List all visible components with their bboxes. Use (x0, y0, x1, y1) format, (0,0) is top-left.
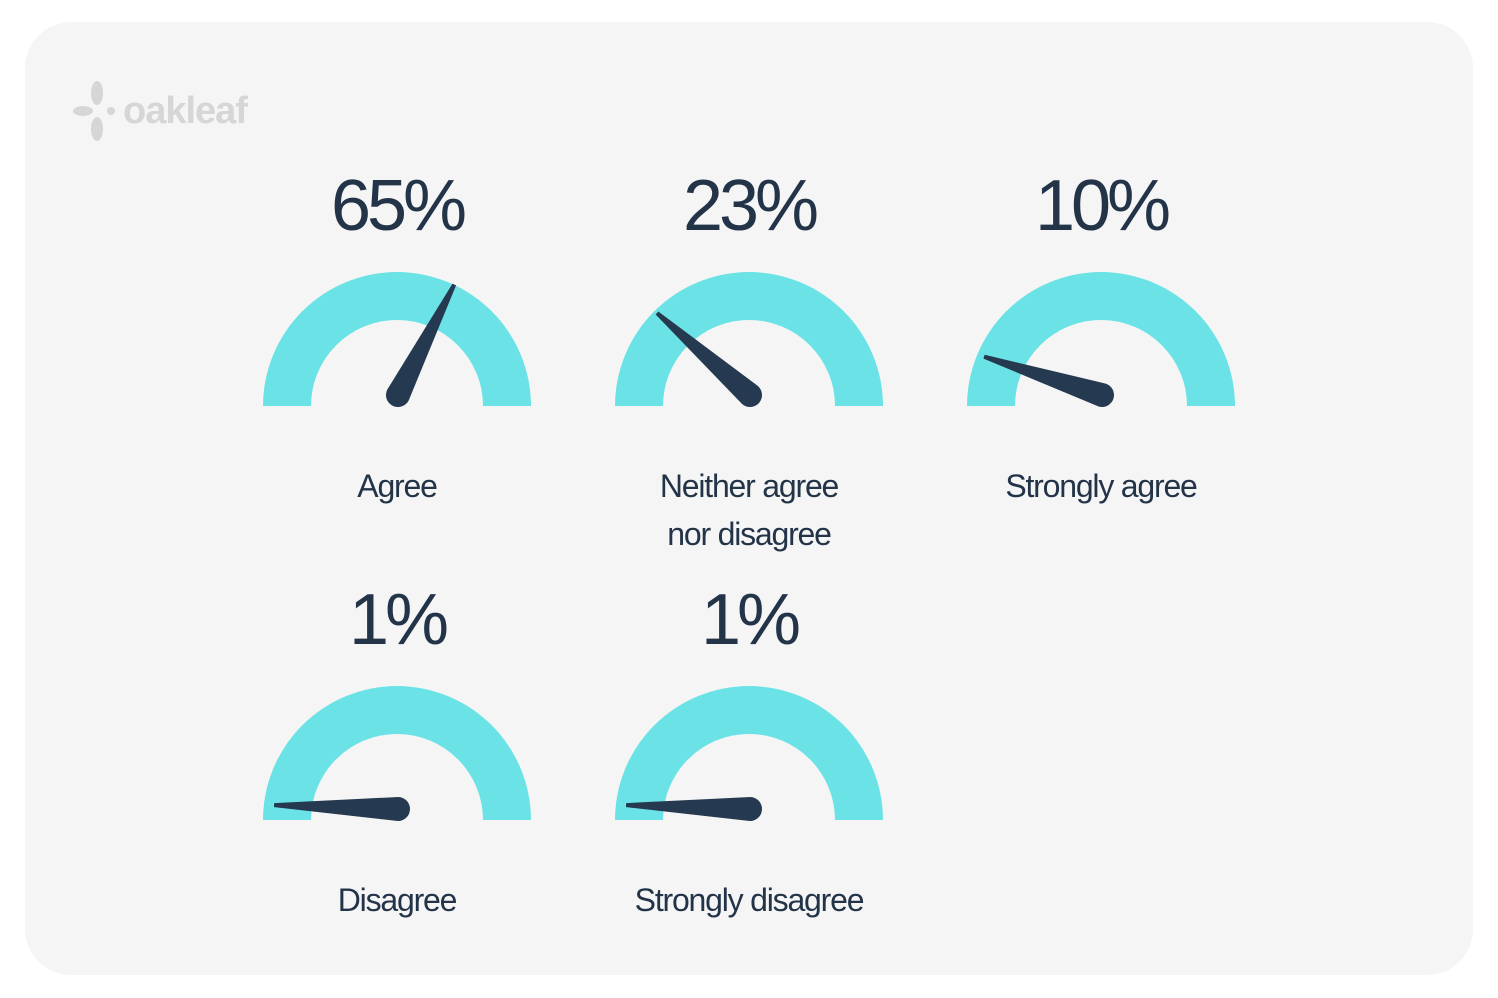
gauge-category-label-line: Agree (357, 468, 438, 504)
gauge-value-label: 1% (700, 580, 801, 660)
gauge-dial (615, 272, 883, 408)
gauge-category-label-line: Strongly agree (1005, 468, 1198, 504)
gauge-dial (615, 686, 883, 821)
brand-name: oakleaf (123, 89, 248, 132)
gauge-needle (983, 354, 1114, 407)
gauge-category-label: Agree (221, 462, 573, 510)
gauge-arc (615, 272, 883, 406)
gauge-category-label: Disagree (221, 876, 573, 924)
gauge-strongly-agree: 10% Strongly agree (925, 170, 1277, 550)
gauge-category-label-line: Disagree (337, 882, 458, 918)
leaf-icon (73, 81, 115, 141)
gauge-disagree: 1% Disagree (221, 584, 573, 964)
gauge-category-label: Strongly agree (925, 462, 1277, 510)
gauge-dial (263, 272, 531, 408)
gauge-agree: 65% Agree (221, 170, 573, 550)
gauge-value-label: 65% (330, 166, 467, 246)
gauge-arc (967, 272, 1235, 406)
gauge-category-label-line: nor disagree (667, 516, 832, 552)
gauge-dial (263, 686, 531, 821)
gauge-value-label: 10% (1034, 166, 1171, 246)
gauge-category-label: Strongly disagree (573, 876, 925, 924)
gauge-dial (967, 272, 1235, 407)
chart-card: oakleaf 65% Agree 23% Neither agree nor disa… (25, 22, 1473, 975)
brand-logo: oakleaf (73, 79, 248, 143)
gauge-arc (263, 686, 531, 820)
gauge-arc (615, 686, 883, 820)
gauge-needle (655, 311, 763, 408)
gauge-needle (385, 283, 457, 408)
gauge-value-label: 23% (682, 166, 819, 246)
gauge-value-label: 1% (348, 580, 449, 660)
gauge-category-label-line: Neither agree (659, 468, 839, 504)
gauge-needle (625, 797, 762, 821)
gauge-strongly-disagree: 1% Strongly disagree (573, 584, 925, 964)
gauge-category-label: Neither agree nor disagree (573, 462, 925, 558)
gauge-needle (273, 797, 410, 821)
gauge-arc (263, 272, 531, 406)
gauge-neither-agree-nor-disagree: 23% Neither agree nor disagree (573, 166, 925, 552)
gauge-category-label-line: Strongly disagree (634, 882, 865, 918)
